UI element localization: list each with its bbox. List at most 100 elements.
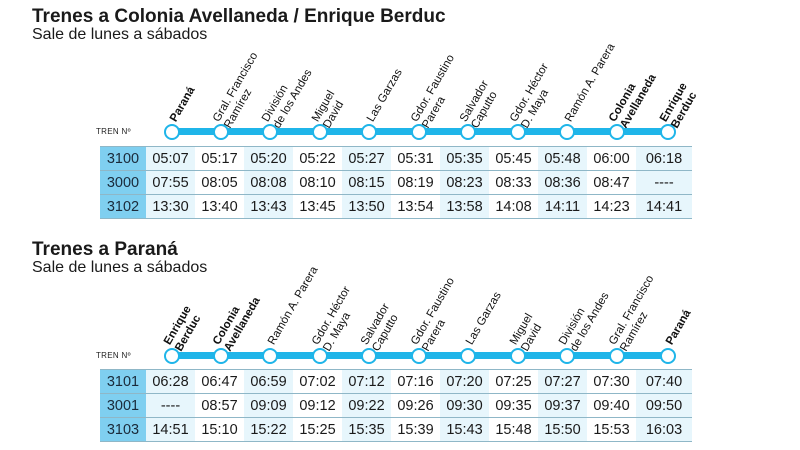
departure-time: 09:09 bbox=[244, 393, 293, 418]
departure-time: 05:48 bbox=[538, 146, 587, 171]
station-label-line: Paraná bbox=[664, 307, 694, 347]
station-label: Gdor. Héctor D. Maya bbox=[508, 62, 562, 131]
departure-time: 08:23 bbox=[440, 170, 489, 195]
departure-time: 13:54 bbox=[391, 194, 440, 219]
train-number: 3001 bbox=[100, 393, 146, 418]
station-stop-circle bbox=[559, 124, 575, 140]
schedule-table: 3101 06:28 06:47 06:59 07:02 07:12 07:16 07:20 0… bbox=[100, 369, 692, 442]
station-stop-circle bbox=[510, 348, 526, 364]
departure-time: 08:33 bbox=[489, 170, 538, 195]
train-number: 3101 bbox=[100, 369, 146, 394]
station-label: Las Garzas bbox=[365, 67, 405, 124]
departure-time: 15:39 bbox=[391, 417, 440, 442]
station-stop-circle bbox=[460, 348, 476, 364]
departure-time: 13:30 bbox=[146, 194, 195, 219]
station-label: Gral. Francisco Ramírez bbox=[607, 273, 668, 353]
table-row: 3001 ---- 08:57 09:09 09:12 09:22 09:26 09:30 09… bbox=[100, 393, 692, 418]
departure-time: 05:27 bbox=[342, 146, 391, 171]
station-stop-circle bbox=[559, 348, 575, 364]
departure-time: 05:22 bbox=[293, 146, 342, 171]
departure-time: 05:17 bbox=[195, 146, 244, 171]
station-label: Salvador Caputto bbox=[458, 79, 502, 131]
departure-time: 09:40 bbox=[587, 393, 636, 418]
departure-time: 09:26 bbox=[391, 393, 440, 418]
departure-time: 05:45 bbox=[489, 146, 538, 171]
departure-time: 09:35 bbox=[489, 393, 538, 418]
departure-time: 15:22 bbox=[244, 417, 293, 442]
departure-time: 14:51 bbox=[146, 417, 195, 442]
departure-time: 07:20 bbox=[440, 369, 489, 394]
departure-time: 13:40 bbox=[195, 194, 244, 219]
station-stop-circle bbox=[660, 124, 676, 140]
departure-time: 08:47 bbox=[587, 170, 636, 195]
departure-time: 07:30 bbox=[587, 369, 636, 394]
departure-time: 09:30 bbox=[440, 393, 489, 418]
station-label: Paraná bbox=[664, 308, 694, 347]
departure-time: 08:57 bbox=[195, 393, 244, 418]
station-label: Gdor. Héctor D. Maya bbox=[310, 285, 364, 354]
departure-time: 06:59 bbox=[244, 369, 293, 394]
departure-time: 08:36 bbox=[538, 170, 587, 195]
departure-time: 07:27 bbox=[538, 369, 587, 394]
schedule-table: 3100 05:07 05:17 05:20 05:22 05:27 05:31 05:35 0… bbox=[100, 146, 692, 219]
departure-time: 16:03 bbox=[636, 417, 692, 442]
departure-time: 13:45 bbox=[293, 194, 342, 219]
departure-time: 14:08 bbox=[489, 194, 538, 219]
tren-label: TREN Nº bbox=[96, 351, 131, 360]
station-stop-circle bbox=[411, 348, 427, 364]
station-label: División de los Andes bbox=[260, 61, 315, 131]
departure-time: 08:08 bbox=[244, 170, 293, 195]
station-label: Colonia Avellaneda bbox=[607, 66, 659, 131]
table-row: 3103 14:51 15:10 15:22 15:25 15:35 15:39 15:43 1… bbox=[100, 417, 692, 442]
station-stop-circle bbox=[213, 124, 229, 140]
station-stop-circle bbox=[262, 348, 278, 364]
station-stop-circle bbox=[262, 124, 278, 140]
train-number: 3102 bbox=[100, 194, 146, 219]
station-label: Miguel David bbox=[508, 312, 547, 354]
table-row: 3100 05:07 05:17 05:20 05:22 05:27 05:31 05:35 0… bbox=[100, 146, 692, 171]
section-title: Trenes a Paraná bbox=[32, 239, 178, 260]
table-row: 3000 07:55 08:05 08:08 08:10 08:15 08:19 08:23 0… bbox=[100, 170, 692, 195]
station-label: Las Garzas bbox=[464, 290, 504, 347]
departure-time: 15:35 bbox=[342, 417, 391, 442]
departure-time: 06:47 bbox=[195, 369, 244, 394]
station-stop-circle bbox=[312, 124, 328, 140]
departure-time: 07:12 bbox=[342, 369, 391, 394]
departure-time: 14:11 bbox=[538, 194, 587, 219]
station-stop-circle bbox=[609, 124, 625, 140]
departure-time: 09:22 bbox=[342, 393, 391, 418]
table-row: 3101 06:28 06:47 06:59 07:02 07:12 07:16 07:20 0… bbox=[100, 369, 692, 394]
departure-time: 13:50 bbox=[342, 194, 391, 219]
train-number: 3100 bbox=[100, 146, 146, 171]
section-subtitle: Sale de lunes a sábados bbox=[32, 26, 208, 43]
station-stop-circle bbox=[411, 124, 427, 140]
section-subtitle: Sale de lunes a sábados bbox=[32, 259, 208, 276]
station-label: Colonia Avellaneda bbox=[211, 289, 263, 354]
departure-time: 09:12 bbox=[293, 393, 342, 418]
station-stop-circle bbox=[660, 348, 676, 364]
departure-time: 06:00 bbox=[587, 146, 636, 171]
departure-time: 14:41 bbox=[636, 194, 692, 219]
departure-time: 07:02 bbox=[293, 369, 342, 394]
station-label: Enrique Berduc bbox=[162, 304, 205, 354]
departure-time: 13:58 bbox=[440, 194, 489, 219]
departure-time: 15:25 bbox=[293, 417, 342, 442]
station-stop-circle bbox=[361, 348, 377, 364]
station-stop-circle bbox=[510, 124, 526, 140]
train-number: 3103 bbox=[100, 417, 146, 442]
departure-time: 08:10 bbox=[293, 170, 342, 195]
departure-time: 07:16 bbox=[391, 369, 440, 394]
station-label-line: Las Garzas bbox=[365, 67, 405, 124]
station-stop-circle bbox=[164, 348, 180, 364]
departure-time: 13:43 bbox=[244, 194, 293, 219]
station-label: Salvador Caputto bbox=[359, 302, 403, 354]
station-stop-circle bbox=[609, 348, 625, 364]
departure-time: 08:19 bbox=[391, 170, 440, 195]
departure-time: 08:05 bbox=[195, 170, 244, 195]
tren-label: TREN Nº bbox=[96, 127, 131, 136]
table-row: 3102 13:30 13:40 13:43 13:45 13:50 13:54 13:58 1… bbox=[100, 194, 692, 219]
departure-time: 07:40 bbox=[636, 369, 692, 394]
station-stop-circle bbox=[460, 124, 476, 140]
station-label: Enrique Berduc bbox=[658, 81, 701, 131]
departure-time: 14:23 bbox=[587, 194, 636, 219]
